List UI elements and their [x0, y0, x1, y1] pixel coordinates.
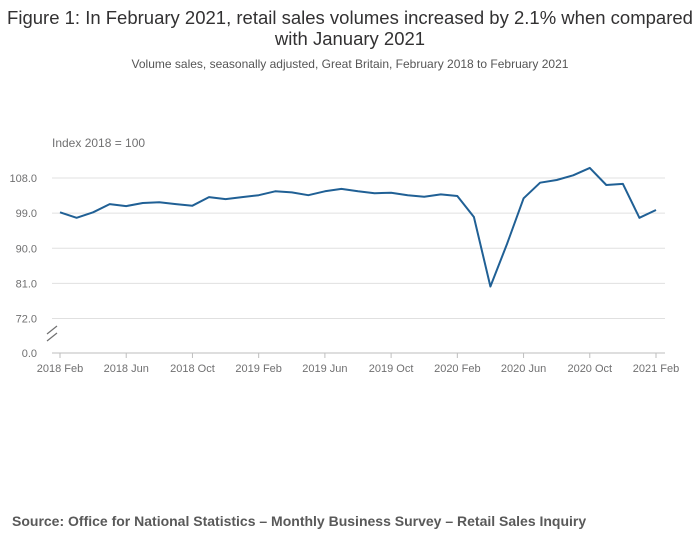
data-point [289, 190, 294, 195]
x-axis-ticks: 2018 Feb 2018 Jun 2018 Oct 2019 Feb 2019 Jun… [37, 353, 679, 375]
data-point [124, 204, 129, 209]
data-point [74, 215, 79, 220]
x-tick-label: 2018 Oct [170, 363, 215, 375]
data-point [173, 202, 178, 207]
data-point [339, 186, 344, 191]
x-tick-label: 2018 Feb [37, 363, 83, 375]
data-point [140, 201, 145, 206]
data-point [587, 165, 592, 170]
data-point [157, 200, 162, 205]
x-tick-label: 2020 Oct [567, 363, 612, 375]
data-point [620, 181, 625, 186]
x-tick-label: 2021 Feb [633, 363, 679, 375]
data-point [521, 196, 526, 201]
chart-title: Figure 1: In February 2021, retail sales… [7, 7, 693, 49]
data-point [438, 192, 443, 197]
data-point [389, 190, 394, 195]
data-point [505, 242, 510, 247]
data-point [488, 284, 493, 289]
y-tick-label: 0.0 [22, 348, 37, 360]
gridlines [52, 177, 665, 319]
data-point [422, 194, 427, 199]
x-tick-label: 2019 Feb [235, 363, 281, 375]
y-axis-label: Index 2018 = 100 [52, 136, 145, 150]
data-point [58, 210, 63, 215]
data-point [91, 210, 96, 215]
data-point [223, 197, 228, 202]
data-point [190, 203, 195, 208]
data-point [554, 178, 559, 183]
y-tick-label: 108.0 [9, 173, 37, 185]
data-point [240, 195, 245, 200]
data-point [273, 189, 278, 194]
y-axis-ticks: 108.0 99.0 90.0 81.0 72.0 0.0 [9, 173, 37, 360]
data-point [256, 193, 261, 198]
data-point [637, 215, 642, 220]
x-tick-label: 2019 Jun [302, 363, 347, 375]
data-point [571, 173, 576, 178]
data-point [654, 208, 659, 213]
y-tick-label: 90.0 [16, 243, 37, 255]
y-tick-label: 81.0 [16, 278, 37, 290]
x-tick-label: 2018 Jun [104, 363, 149, 375]
data-point [538, 180, 543, 185]
chart-subtitle: Volume sales, seasonally adjusted, Great… [131, 57, 569, 71]
data-point [306, 193, 311, 198]
data-point [471, 215, 476, 220]
data-point [207, 195, 212, 200]
data-point [322, 189, 327, 194]
x-tick-label: 2020 Feb [434, 363, 480, 375]
source-note: Source: Office for National Statistics –… [12, 513, 587, 529]
axis-break-marker [46, 325, 58, 342]
y-tick-label: 72.0 [16, 314, 37, 326]
data-point [405, 193, 410, 198]
data-point [107, 202, 112, 207]
series-line-retail-sales [59, 166, 657, 288]
data-point [372, 191, 377, 196]
x-tick-label: 2020 Jun [501, 363, 546, 375]
data-point [455, 194, 460, 199]
x-tick-label: 2019 Oct [369, 363, 414, 375]
data-point [356, 189, 361, 194]
data-point [604, 183, 609, 188]
y-tick-label: 99.0 [16, 208, 37, 220]
data-points [58, 165, 659, 289]
